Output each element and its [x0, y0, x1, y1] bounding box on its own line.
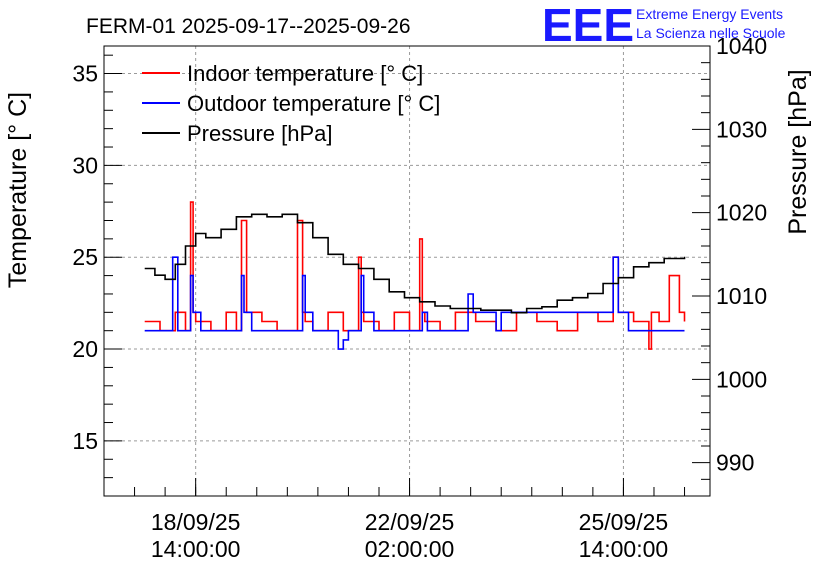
- right-axis-tick-label: 1000: [716, 366, 767, 392]
- legend-label: Indoor temperature [° C]: [187, 61, 423, 86]
- x-axis-tick-label-time: 14:00:00: [579, 536, 669, 562]
- logo: EEE Extreme Energy Events La Scienza nel…: [542, 0, 786, 51]
- chart-title: FERM-01 2025-09-17--2025-09-26: [86, 15, 411, 38]
- x-axis-tick-label-date: 22/09/25: [365, 509, 455, 535]
- y-axis-right-label: Pressure [hPa]: [784, 69, 812, 234]
- axes: 15 20 25 30 35 990 1000 1010 1020 1030 1040 18/09/2…: [72, 33, 767, 562]
- grid-lines: [104, 46, 710, 496]
- left-axis-tick-label: 35: [72, 61, 98, 87]
- left-axis-tick-label: 20: [72, 336, 98, 362]
- series-line-indoor: [144, 201, 686, 350]
- x-axis-tick-label-date: 25/09/25: [579, 509, 669, 535]
- right-axis-tick-label: 1020: [716, 200, 767, 226]
- x-axis-tick-label-time: 14:00:00: [151, 536, 241, 562]
- left-axis-tick-label: 25: [72, 244, 98, 270]
- legend: Indoor temperature [° C] Outdoor temperat…: [142, 61, 440, 146]
- logo-line2: La Scienza nelle Scuole: [636, 25, 786, 41]
- right-axis-tick-label: 1010: [716, 283, 767, 309]
- y-axis-left-label: Temperature [° C]: [4, 92, 32, 288]
- x-axis-tick-label-date: 18/09/25: [151, 509, 241, 535]
- legend-label: Outdoor temperature [° C]: [187, 91, 440, 116]
- series-line-pressure: [144, 213, 686, 314]
- left-axis-tick-label: 30: [72, 152, 98, 178]
- logo-mark: EEE: [542, 0, 634, 51]
- plot-series: [144, 201, 686, 350]
- right-axis-tick-label: 990: [716, 450, 754, 476]
- plot-frame: [103, 45, 711, 497]
- logo-line1: Extreme Energy Events: [636, 6, 783, 22]
- right-axis-tick-label: 1040: [716, 33, 767, 59]
- legend-label: Pressure [hPa]: [187, 121, 333, 146]
- right-axis-tick-label: 1030: [716, 116, 767, 142]
- series-line-outdoor: [144, 256, 685, 350]
- left-axis-tick-label: 15: [72, 428, 98, 454]
- x-axis-tick-label-time: 02:00:00: [365, 536, 455, 562]
